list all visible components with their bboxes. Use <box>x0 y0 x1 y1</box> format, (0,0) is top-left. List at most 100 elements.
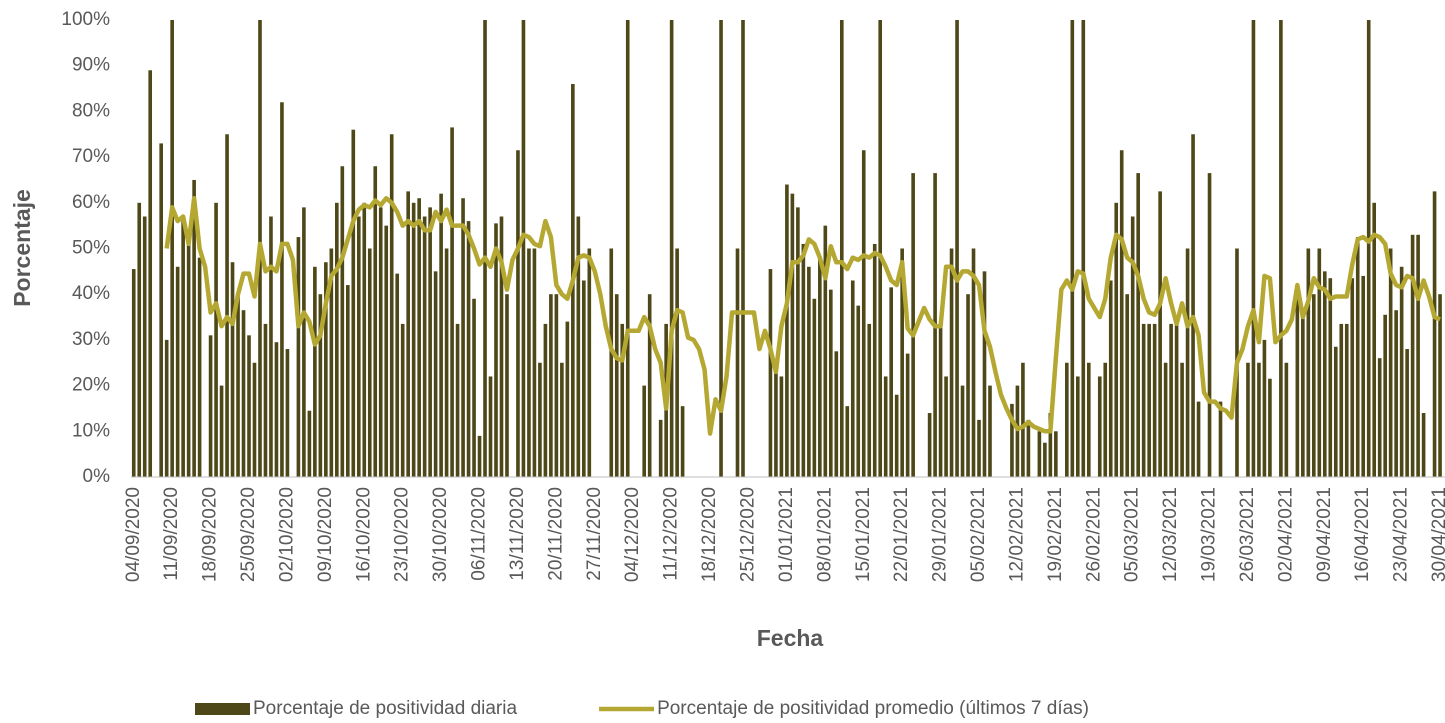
bar <box>269 216 273 477</box>
bar <box>658 419 663 477</box>
y-tick-label: 60% <box>72 192 110 213</box>
bar <box>829 289 833 477</box>
bar <box>532 248 537 477</box>
bar <box>807 266 811 477</box>
x-tick-label: 19/02/2021 <box>1045 487 1066 582</box>
y-tick-label: 30% <box>72 329 110 350</box>
bar <box>818 257 822 477</box>
bar <box>1010 403 1014 477</box>
bar <box>1361 275 1366 477</box>
x-tick-label: 02/10/2020 <box>276 487 297 582</box>
bar <box>850 280 855 477</box>
x-tick-label: 23/04/2021 <box>1391 487 1412 582</box>
bar <box>1355 237 1360 477</box>
bar <box>905 353 910 477</box>
bar <box>790 193 795 477</box>
line <box>164 195 1441 436</box>
bar <box>389 134 394 477</box>
bar <box>1152 323 1157 477</box>
y-tick-label: 80% <box>72 100 110 121</box>
bar <box>1438 294 1442 477</box>
y-tick-label: 50% <box>72 238 110 259</box>
bar <box>1174 323 1179 477</box>
bar <box>911 173 915 477</box>
bar <box>406 191 410 477</box>
bar <box>960 385 965 477</box>
bar <box>1366 20 1371 477</box>
bar <box>1185 248 1190 477</box>
x-tick-label: 25/09/2020 <box>238 487 259 582</box>
bar <box>1114 202 1119 478</box>
bar <box>1295 294 1300 477</box>
bar <box>1097 376 1102 477</box>
bar <box>1312 294 1316 477</box>
legend-swatch <box>195 703 250 715</box>
bar <box>433 271 438 477</box>
bar <box>307 410 312 477</box>
bar <box>1322 271 1327 477</box>
bar <box>1103 362 1108 477</box>
bar <box>680 406 685 477</box>
y-tick-label: 0% <box>83 466 111 487</box>
bar <box>1070 20 1075 477</box>
x-tick-label: 23/10/2020 <box>392 487 413 582</box>
x-tick-label: 26/02/2021 <box>1083 487 1104 582</box>
x-tick-label: 13/11/2020 <box>507 487 528 581</box>
bar <box>1279 20 1283 477</box>
bar <box>521 20 526 477</box>
bar <box>549 294 553 477</box>
x-tick-label: 01/01/2021 <box>776 487 797 582</box>
bar <box>219 385 224 477</box>
bar <box>351 129 356 477</box>
bar <box>1163 362 1168 477</box>
bar <box>625 20 630 477</box>
bar <box>576 216 581 477</box>
bar <box>280 102 284 477</box>
bar <box>335 202 339 478</box>
x-tick-label: 29/01/2021 <box>930 487 951 582</box>
bar <box>878 20 883 477</box>
bar <box>845 406 850 477</box>
bar <box>1048 413 1053 477</box>
bar <box>175 266 180 477</box>
bar <box>889 287 893 477</box>
bar <box>214 202 218 478</box>
bar <box>988 385 992 477</box>
bar <box>1218 401 1223 477</box>
x-tick-label: 02/04/2021 <box>1275 487 1296 582</box>
bar <box>1141 323 1146 477</box>
bar <box>516 150 520 477</box>
bar <box>1246 362 1250 477</box>
x-tick-label: 04/09/2020 <box>123 487 144 582</box>
bar <box>949 248 954 477</box>
bar <box>565 321 570 477</box>
bar <box>362 202 367 478</box>
bar <box>373 166 378 478</box>
bar <box>274 342 279 477</box>
y-tick-label: 20% <box>72 375 110 396</box>
y-axis-title: Porcentaje <box>9 189 35 307</box>
bar <box>527 248 531 477</box>
bar <box>1339 323 1344 477</box>
x-tick-label: 19/03/2021 <box>1199 487 1220 582</box>
bar <box>494 223 498 477</box>
bar <box>1317 248 1322 477</box>
bar <box>675 248 679 477</box>
bar <box>1054 431 1058 477</box>
bar <box>609 248 614 477</box>
bar <box>131 269 136 477</box>
bar <box>208 335 213 477</box>
x-tick-label: 22/01/2021 <box>891 487 912 582</box>
bar <box>719 20 723 477</box>
x-tick-label: 20/11/2020 <box>545 487 566 581</box>
bar <box>856 305 861 477</box>
x-tick-label: 11/09/2020 <box>161 487 182 581</box>
bar <box>1043 442 1047 477</box>
bar <box>329 248 334 477</box>
x-tick-label: 30/04/2021 <box>1429 487 1445 582</box>
bar <box>812 298 817 477</box>
x-tick-label: 11/12/2020 <box>661 487 682 581</box>
bar <box>774 362 778 477</box>
x-tick-label: 09/04/2021 <box>1314 487 1335 582</box>
